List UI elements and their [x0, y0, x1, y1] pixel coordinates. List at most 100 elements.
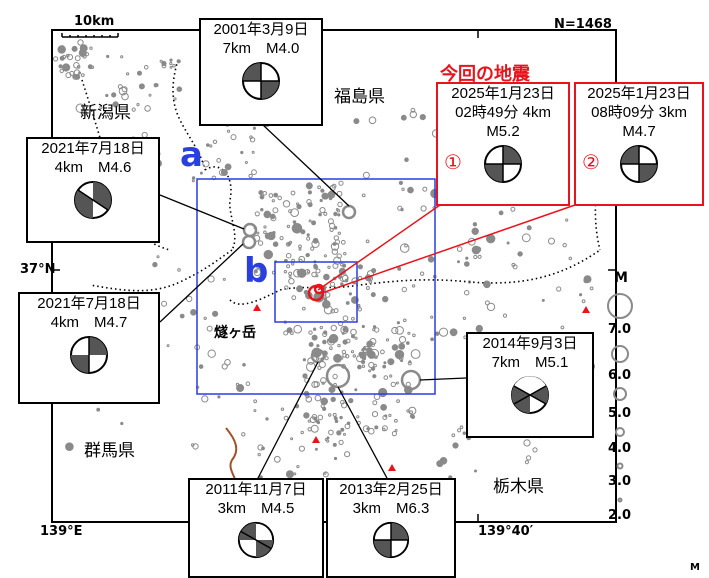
- epicenter-marker: [342, 326, 349, 333]
- epicenter-marker: [71, 45, 78, 52]
- epicenter-marker: [257, 444, 264, 451]
- epicenter-marker: [286, 224, 291, 229]
- epicenter-marker: [340, 399, 345, 405]
- epicenter-marker: [206, 143, 210, 147]
- epicenter-marker: [344, 278, 349, 283]
- epicenter-marker: [420, 205, 427, 212]
- epicenter-marker: [317, 365, 322, 370]
- epicenter-marker: [292, 220, 297, 224]
- epicenter-marker: [410, 414, 416, 419]
- fukushima-label: 福島県: [334, 87, 385, 107]
- epicenter-marker: [411, 284, 416, 288]
- epicenter-marker: [312, 327, 317, 331]
- volcano-markers: [253, 304, 590, 471]
- epicenter-marker: [472, 222, 478, 227]
- epicenter-marker: [301, 306, 306, 311]
- epicenter-marker: [291, 262, 295, 266]
- epicenter-marker: [263, 210, 272, 219]
- epicenter-marker: [332, 373, 338, 380]
- epicenter-marker: [330, 324, 337, 332]
- region-b-box: [274, 261, 358, 323]
- epicenter-marker: [406, 341, 410, 345]
- epicenter-marker: [252, 126, 256, 130]
- epicenter-marker: [312, 237, 319, 244]
- epicenter-marker: [242, 363, 246, 367]
- epicenter-marker: [288, 278, 295, 285]
- epicenter-marker: [74, 55, 81, 62]
- epicenter-marker: [365, 286, 370, 290]
- epicenter-marker: [372, 325, 377, 329]
- epicenter-marker: [344, 423, 351, 430]
- epicenter-marker: [407, 186, 414, 194]
- legend-label-2: 2.0: [608, 508, 632, 523]
- epicenter-marker: [121, 86, 128, 93]
- epicenter-marker: [457, 428, 462, 433]
- epicenter-marker: [398, 355, 404, 361]
- latitude-label: 37°N: [20, 262, 56, 277]
- epicenter-marker: [169, 61, 173, 66]
- epicenter-marker: [456, 246, 463, 252]
- epicenter-marker: [337, 231, 341, 236]
- epicenter-marker: [288, 271, 293, 276]
- epicenter-marker: [397, 205, 403, 211]
- epicenter-marker: [326, 436, 330, 440]
- epicenter-marker: [96, 407, 101, 412]
- epicenter-marker: [336, 253, 342, 259]
- epicenter-marker: [378, 387, 388, 398]
- epicenter-marker: [342, 315, 349, 322]
- epicenter-marker: [361, 348, 365, 352]
- epicenter-marker: [483, 280, 491, 289]
- epicenter-marker: [263, 249, 273, 260]
- legend-label-5: 5.0: [608, 406, 632, 421]
- epicenter-marker: [311, 381, 319, 388]
- epicenter-marker: [382, 295, 389, 303]
- epicenter-marker: [526, 225, 532, 231]
- epicenter-marker: [579, 293, 583, 297]
- epicenter-marker: [310, 246, 315, 251]
- epicenter-marker: [75, 103, 86, 113]
- epicenter-marker: [384, 414, 388, 418]
- epicenter-marker: [176, 86, 183, 92]
- epicenter-marker: [510, 206, 516, 212]
- epicenter-marker: [451, 433, 456, 438]
- current-number: ①: [444, 150, 462, 174]
- epicenter-marker: [319, 325, 323, 330]
- legend-label-3: 3.0: [608, 474, 632, 489]
- epicenter-marker: [436, 460, 444, 468]
- epicenter-marker: [506, 241, 510, 245]
- epicenter-marker: [464, 261, 470, 267]
- mechanism-date: 2011年11月7日: [205, 481, 307, 498]
- epicenter-marker: [385, 338, 390, 342]
- epicenter-marker: [290, 437, 294, 441]
- epicenter-marker: [486, 302, 496, 312]
- epicenter-marker: [351, 334, 355, 339]
- epicenter-marker: [358, 351, 364, 357]
- epicenter-marker: [473, 254, 478, 260]
- epicenter-marker: [80, 73, 85, 77]
- epicenter-marker: [398, 336, 407, 344]
- epicenter-marker: [407, 331, 411, 335]
- epicenter-marker: [368, 369, 372, 373]
- epicenter-marker: [397, 266, 402, 271]
- epicenter-marker: [251, 150, 255, 154]
- epicenter-marker: [273, 192, 279, 198]
- epicenter-marker: [74, 73, 81, 80]
- current-number: ②: [582, 150, 600, 174]
- epicenter-marker: [343, 432, 346, 436]
- epicenter-marker: [112, 101, 119, 108]
- epicenter-marker: [159, 59, 163, 63]
- focal-mechanism-icon: [372, 521, 410, 559]
- longitude-left-label: 139°E: [40, 524, 83, 539]
- epicenter-marker: [222, 277, 226, 281]
- epicenter-marker: [333, 456, 338, 461]
- epicenter-marker: [391, 326, 399, 335]
- region-b-label: b: [244, 251, 269, 291]
- region-a-label: a: [180, 135, 203, 175]
- epicenter-marker: [310, 424, 319, 433]
- epicenter-marker: [394, 429, 398, 432]
- mechanism-date: 2021年7月18日: [41, 140, 145, 157]
- epicenter-marker: [245, 381, 251, 387]
- epicenter-marker: [315, 274, 319, 278]
- epicenter-marker: [339, 268, 344, 273]
- epicenter-marker: [459, 425, 464, 430]
